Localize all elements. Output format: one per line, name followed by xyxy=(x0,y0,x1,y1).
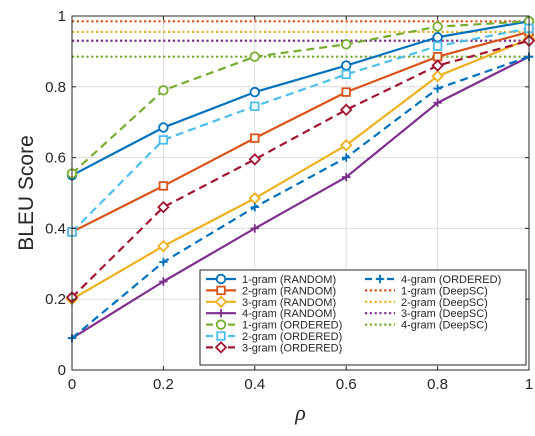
data-point xyxy=(250,224,259,233)
legend-item: 1-gram (RANDOM) xyxy=(206,273,336,286)
y-tick-label: 0.6 xyxy=(45,150,66,167)
ticks xyxy=(71,15,530,371)
data-point xyxy=(158,135,169,145)
legend: 1-gram (RANDOM)2-gram (RANDOM)3-gram (RA… xyxy=(199,269,527,366)
data-point xyxy=(433,84,442,93)
y-tick-label: 0.4 xyxy=(45,220,66,237)
legend-label: 4-gram (DeepSC) xyxy=(401,320,488,332)
legend-item: 1-gram (ORDERED) xyxy=(206,319,342,332)
legend-marker xyxy=(214,295,228,309)
legend-marker xyxy=(215,273,227,285)
x-tick-label: 0.6 xyxy=(336,376,357,393)
x-tick-label: 0.2 xyxy=(153,376,174,393)
x-tick-label: 1 xyxy=(525,376,533,393)
data-point xyxy=(158,181,169,191)
x-tick-label: 0.8 xyxy=(427,376,448,393)
legend-box xyxy=(199,269,527,366)
data-point xyxy=(250,202,259,212)
data-point xyxy=(159,277,168,286)
legend-item: 4-gram (DeepSC) xyxy=(365,320,488,332)
plot-lines xyxy=(65,16,535,343)
y-tick-label: 0.8 xyxy=(45,79,66,96)
legend-label: 2-gram (DeepSC) xyxy=(401,297,488,309)
legend-label: 3-gram (ORDERED) xyxy=(242,342,342,354)
data-point xyxy=(432,41,443,51)
legend-label: 2-gram (ORDERED) xyxy=(242,331,342,343)
legend-label: 2-gram (RANDOM) xyxy=(242,285,336,297)
data-point xyxy=(342,153,351,162)
data-point xyxy=(341,87,351,97)
series-line xyxy=(71,39,530,299)
data-point xyxy=(159,257,168,267)
data-point xyxy=(341,60,352,71)
legend-item: 4-gram (RANDOM) xyxy=(206,308,336,320)
data-point xyxy=(250,133,260,143)
y-tick-label: 1 xyxy=(58,8,66,25)
legend-marker xyxy=(216,285,226,296)
data-point xyxy=(431,59,444,72)
data-point xyxy=(157,200,170,214)
legend-label: 3-gram (DeepSC) xyxy=(401,308,488,320)
legend-item: 2-gram (RANDOM) xyxy=(206,285,336,297)
legend-label: 3-gram (RANDOM) xyxy=(242,297,336,309)
data-point xyxy=(341,69,351,80)
legend-label: 1-gram (ORDERED) xyxy=(242,320,342,332)
data-point xyxy=(431,69,444,83)
legend-item: 3-gram (RANDOM) xyxy=(206,295,336,309)
data-point xyxy=(249,86,261,98)
x-tick-label: 0 xyxy=(68,376,76,393)
series-line xyxy=(71,27,530,233)
legend-label: 4-gram (RANDOM) xyxy=(242,308,336,320)
legend-marker xyxy=(215,319,227,330)
legend-item: 2-gram (ORDERED) xyxy=(206,331,342,343)
data-point xyxy=(339,138,353,152)
legend-item: 2-gram (DeepSC) xyxy=(365,297,488,309)
legend-label: 1-gram (DeepSC) xyxy=(401,285,488,297)
data-point xyxy=(248,153,262,166)
y-tick-label: 0.2 xyxy=(45,291,66,308)
tick-labels: 0 0.2 0.4 0.6 0.8 1 0 0.2 0.4 0.6 0.8 1 xyxy=(45,8,533,393)
legend-marker xyxy=(216,309,226,318)
axes-box xyxy=(71,15,530,371)
data-point xyxy=(250,101,260,111)
series-line xyxy=(71,20,530,177)
data-point xyxy=(342,172,351,182)
legend-item: 4-gram (ORDERED) xyxy=(365,274,501,286)
data-point xyxy=(249,51,261,62)
data-point xyxy=(339,103,353,117)
series-line xyxy=(71,20,530,175)
x-axis-label: ρ xyxy=(294,400,306,425)
data-point xyxy=(341,39,352,50)
series-line xyxy=(71,55,530,339)
series-7 xyxy=(65,34,535,304)
data-point xyxy=(432,21,443,32)
legend-item: 3-gram (ORDERED) xyxy=(206,341,342,354)
legend-marker xyxy=(214,341,228,354)
data-point xyxy=(158,122,169,133)
legend-label: 1-gram (RANDOM) xyxy=(242,274,336,286)
legend-marker xyxy=(375,274,385,284)
legend-marker xyxy=(216,331,226,341)
x-tick-label: 0.4 xyxy=(244,376,265,393)
data-point xyxy=(157,239,170,253)
legend-item: 3-gram (DeepSC) xyxy=(365,308,488,320)
y-axis-label: BLEU Score xyxy=(15,135,38,251)
data-point xyxy=(432,32,443,43)
y-tick-label: 0 xyxy=(58,362,66,379)
series-line xyxy=(71,37,530,301)
series-line xyxy=(71,55,530,340)
data-point xyxy=(433,98,442,107)
legend-item: 1-gram (DeepSC) xyxy=(365,285,488,297)
data-point xyxy=(158,85,169,96)
series-line xyxy=(71,30,530,233)
legend-label: 4-gram (ORDERED) xyxy=(401,274,501,286)
